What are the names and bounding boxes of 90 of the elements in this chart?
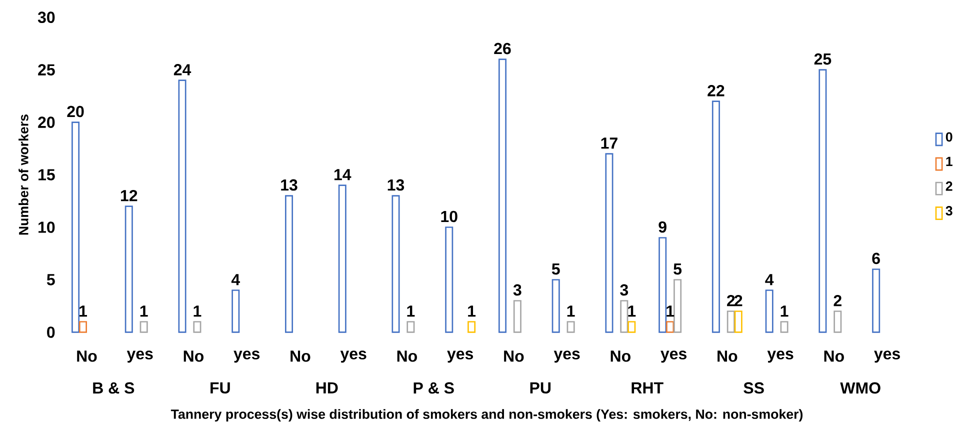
x-axis-title: Tannery process(s) wise distribution of smokers and non-smokers (Yes: smokers, No: non-smoker) xyxy=(170,408,803,422)
data-label: 1 xyxy=(80,305,87,316)
text: FU xyxy=(210,382,230,394)
data-label: 2 xyxy=(734,294,742,306)
data-label: 13 xyxy=(388,179,404,191)
bar xyxy=(284,194,294,333)
text: B & S xyxy=(93,382,134,394)
data-label: 10 xyxy=(441,210,458,222)
data-label: 4 xyxy=(231,274,240,285)
data-label: 1 xyxy=(628,305,636,316)
bar xyxy=(818,69,827,333)
x-tick-label: No xyxy=(290,350,310,362)
bar xyxy=(834,310,842,333)
data-label: 4 xyxy=(765,274,774,285)
bar xyxy=(498,58,506,333)
bar xyxy=(232,289,240,333)
bar xyxy=(872,268,880,333)
data-label: 2 xyxy=(727,294,735,306)
bar xyxy=(765,289,774,333)
bar xyxy=(140,320,148,333)
x-tick-label: yes xyxy=(234,350,260,362)
legend-label: 2 xyxy=(946,181,952,191)
x-tick-label: yes xyxy=(340,350,366,362)
x-tick-label: yes xyxy=(554,350,580,362)
x-tick-label: No xyxy=(610,350,630,362)
data-label: 1 xyxy=(140,305,148,316)
data-label: 22 xyxy=(708,84,724,96)
data-label: 25 xyxy=(814,53,832,65)
bar xyxy=(193,320,202,333)
bar xyxy=(566,320,575,333)
bar xyxy=(513,300,522,333)
legend-label: 0 xyxy=(946,132,952,142)
x-tick-label: yes xyxy=(447,350,474,362)
x-tick-label: No xyxy=(77,350,97,362)
legend-label: 1 xyxy=(946,156,952,166)
y-tick-label: 10 xyxy=(38,221,55,233)
x-tick-label: yes xyxy=(767,350,794,362)
data-label: 24 xyxy=(174,64,192,76)
bar xyxy=(780,320,788,333)
data-label: 3 xyxy=(513,284,522,296)
data-label: 17 xyxy=(601,138,618,149)
data-label: 26 xyxy=(494,42,511,54)
data-label: 9 xyxy=(658,221,666,232)
bar xyxy=(406,320,415,333)
bar xyxy=(124,205,133,333)
text: HD xyxy=(316,382,338,394)
y-tick-label: 30 xyxy=(38,12,55,23)
y-tick-label: 5 xyxy=(46,274,55,286)
data-label: 3 xyxy=(620,284,628,296)
bar xyxy=(552,278,560,333)
y-tick-label: 25 xyxy=(38,64,55,76)
data-label: 12 xyxy=(120,190,138,202)
bar xyxy=(178,80,186,333)
x-tick-label: No xyxy=(824,350,844,362)
bar xyxy=(445,226,454,333)
bar xyxy=(712,100,720,333)
bar xyxy=(392,194,400,333)
y-axis-title: Number of workers xyxy=(18,114,28,235)
text: P & S xyxy=(414,382,454,394)
bar xyxy=(605,152,614,333)
data-label: 1 xyxy=(468,305,476,316)
data-label: 13 xyxy=(281,179,298,191)
text: PU xyxy=(530,382,551,394)
text: WMO xyxy=(840,382,880,394)
data-label: 6 xyxy=(872,252,880,264)
x-tick-label: yes xyxy=(126,350,153,362)
bar xyxy=(338,184,346,333)
data-label: 20 xyxy=(67,106,84,118)
data-label: 1 xyxy=(780,305,788,316)
data-label: 14 xyxy=(334,169,352,180)
legend-label: 3 xyxy=(946,206,952,216)
x-tick-label: yes xyxy=(660,350,686,362)
data-label: 5 xyxy=(552,263,560,274)
data-label: 5 xyxy=(674,263,682,274)
data-label: 1 xyxy=(567,305,575,316)
x-tick-label: No xyxy=(718,350,738,362)
bar xyxy=(468,320,476,333)
y-tick-label: 20 xyxy=(38,116,55,128)
y-tick-label: 15 xyxy=(38,169,55,180)
text: SS xyxy=(744,382,764,394)
x-tick-label: yes xyxy=(874,350,900,362)
y-tick-label: 0 xyxy=(47,326,55,338)
x-tick-label: No xyxy=(397,350,417,362)
x-tick-label: No xyxy=(184,350,204,362)
text: RHT xyxy=(632,382,664,394)
x-tick-label: No xyxy=(504,350,524,362)
data-label: 1 xyxy=(407,305,415,316)
data-label: 2 xyxy=(834,294,842,306)
data-label: 1 xyxy=(666,305,674,316)
data-label: 1 xyxy=(194,305,202,316)
